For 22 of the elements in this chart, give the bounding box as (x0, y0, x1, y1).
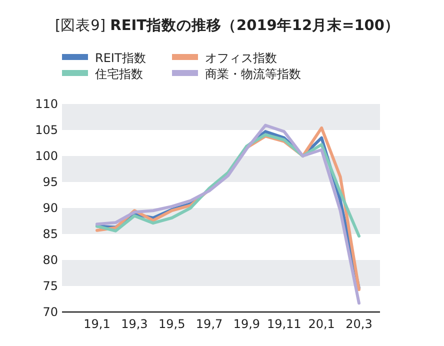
chart-title: [図表9] REIT指数の推移（2019年12月末=100） (55, 17, 400, 34)
y-tick-label: 70 (42, 305, 58, 319)
y-tick-label: 80 (42, 253, 58, 267)
y-tick-label: 90 (42, 201, 58, 215)
x-tick-label: 19,7 (196, 317, 223, 331)
legend-label: 住宅指数 (94, 67, 143, 81)
y-tick-label: 85 (42, 227, 58, 241)
x-tick-label: 19,3 (121, 317, 148, 331)
legend-label: 商業・物流等指数 (205, 67, 301, 81)
x-tick-label: 19,5 (158, 317, 186, 331)
y-tick-label: 110 (35, 97, 58, 111)
legend-label: REIT指数 (95, 51, 146, 65)
y-tick-label: 95 (42, 175, 58, 189)
y-tick-label: 105 (35, 123, 58, 137)
x-tick-label: 20,1 (308, 317, 335, 331)
y-tick-label: 100 (35, 149, 58, 163)
x-tick-label: 19,11 (266, 317, 302, 331)
legend-label: オフィス指数 (205, 51, 277, 65)
y-tick-label: 75 (42, 279, 58, 293)
x-tick-label: 19,9 (233, 317, 260, 331)
x-tick-label: 19,1 (84, 317, 110, 331)
x-tick-label: 20,3 (346, 317, 372, 331)
